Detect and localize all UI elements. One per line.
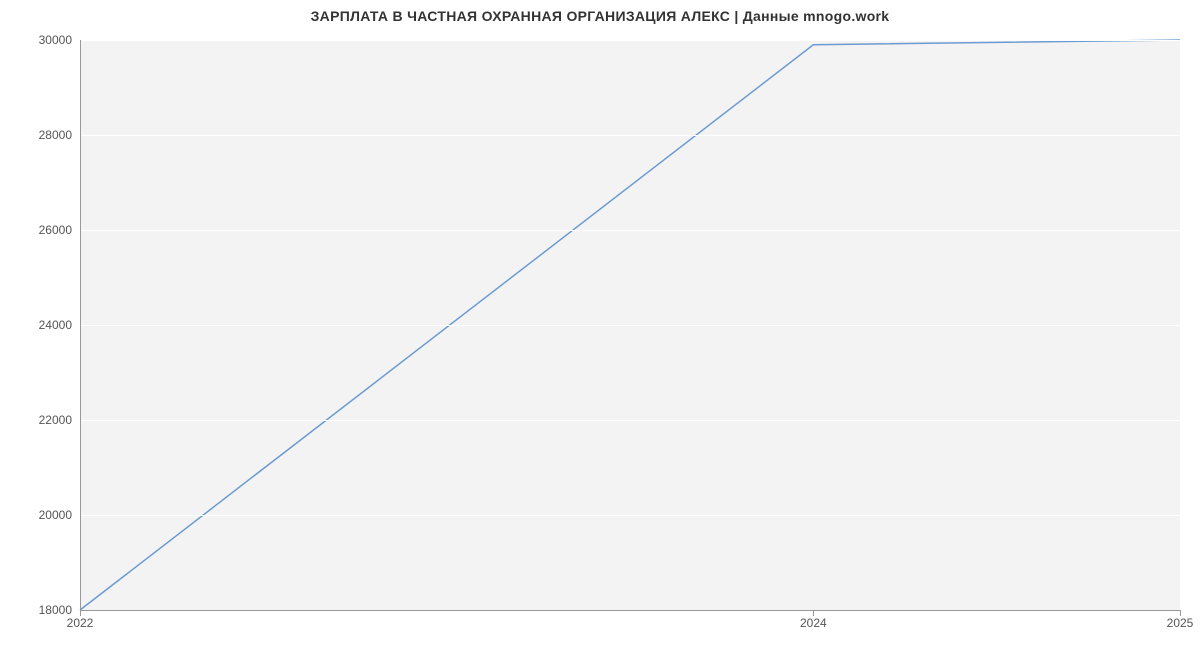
salary-line-chart: ЗАРПЛАТА В ЧАСТНАЯ ОХРАННАЯ ОРГАНИЗАЦИЯ … [0, 0, 1200, 650]
gridline [80, 40, 1180, 41]
gridline [80, 230, 1180, 231]
y-tick-label: 26000 [39, 223, 80, 237]
x-axis-line [80, 610, 1180, 611]
gridline [80, 325, 1180, 326]
gridline [80, 420, 1180, 421]
y-tick-label: 24000 [39, 318, 80, 332]
y-tick-label: 30000 [39, 33, 80, 47]
x-tick-label: 2024 [800, 610, 827, 630]
gridline [80, 135, 1180, 136]
chart-title: ЗАРПЛАТА В ЧАСТНАЯ ОХРАННАЯ ОРГАНИЗАЦИЯ … [0, 8, 1200, 24]
x-tick-label: 2022 [67, 610, 94, 630]
y-tick-label: 22000 [39, 413, 80, 427]
x-tick-label: 2025 [1167, 610, 1194, 630]
gridline [80, 515, 1180, 516]
y-axis-line [80, 40, 81, 610]
y-tick-label: 28000 [39, 128, 80, 142]
plot-area: 1800020000220002400026000280003000020222… [80, 40, 1180, 610]
y-tick-label: 20000 [39, 508, 80, 522]
